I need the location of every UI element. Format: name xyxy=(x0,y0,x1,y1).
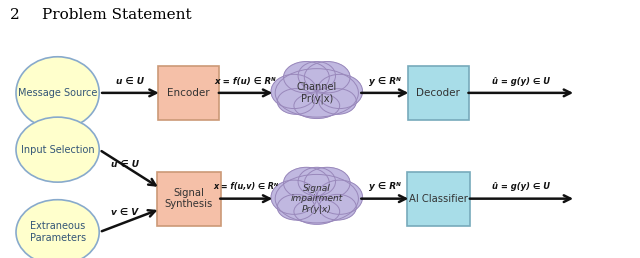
FancyBboxPatch shape xyxy=(408,66,468,120)
FancyBboxPatch shape xyxy=(159,66,219,120)
Text: û = g(y) ∈ U: û = g(y) ∈ U xyxy=(493,182,550,191)
Text: Decoder: Decoder xyxy=(417,88,460,98)
Ellipse shape xyxy=(298,61,335,90)
Text: 2: 2 xyxy=(10,8,19,22)
Text: Encoder: Encoder xyxy=(168,88,210,98)
Ellipse shape xyxy=(16,200,99,258)
Ellipse shape xyxy=(298,167,335,196)
Ellipse shape xyxy=(271,74,317,109)
Text: Extraneous
Parameters: Extraneous Parameters xyxy=(29,221,86,243)
Text: Signal
impairment
Pr(y|x): Signal impairment Pr(y|x) xyxy=(291,184,343,214)
Text: û = g(y) ∈ U: û = g(y) ∈ U xyxy=(492,77,550,86)
Text: u ∈ U: u ∈ U xyxy=(116,77,145,86)
FancyBboxPatch shape xyxy=(406,172,470,226)
Ellipse shape xyxy=(319,88,356,114)
Ellipse shape xyxy=(317,74,363,109)
Ellipse shape xyxy=(284,61,329,93)
Text: Channel
Pr(y|x): Channel Pr(y|x) xyxy=(297,82,337,104)
Text: y ∈ Rᴺ: y ∈ Rᴺ xyxy=(369,77,401,86)
Ellipse shape xyxy=(305,61,350,93)
Ellipse shape xyxy=(275,69,358,117)
Ellipse shape xyxy=(294,93,340,118)
Text: Message Source: Message Source xyxy=(18,88,97,98)
Ellipse shape xyxy=(319,194,356,220)
Ellipse shape xyxy=(16,117,99,182)
Text: x = f(u) ∈ Rᴺ: x = f(u) ∈ Rᴺ xyxy=(215,77,276,86)
Ellipse shape xyxy=(275,174,358,223)
Text: Problem Statement: Problem Statement xyxy=(42,8,191,22)
Text: v ∈ V: v ∈ V xyxy=(111,208,138,217)
Ellipse shape xyxy=(305,167,350,199)
Ellipse shape xyxy=(277,194,315,220)
Ellipse shape xyxy=(271,180,317,214)
Text: Signal
Synthesis: Signal Synthesis xyxy=(164,188,213,209)
Ellipse shape xyxy=(317,180,363,214)
FancyBboxPatch shape xyxy=(157,172,221,226)
Ellipse shape xyxy=(284,167,329,199)
Text: y ∈ Rᴺ: y ∈ Rᴺ xyxy=(369,182,401,191)
Text: u ∈ U: u ∈ U xyxy=(111,160,139,169)
Text: x = f(u,v) ∈ Rᴺ: x = f(u,v) ∈ Rᴺ xyxy=(214,182,279,191)
Text: Input Selection: Input Selection xyxy=(20,145,95,155)
Text: AI Classifier: AI Classifier xyxy=(409,194,468,204)
Ellipse shape xyxy=(16,57,99,129)
Ellipse shape xyxy=(294,199,340,224)
Ellipse shape xyxy=(277,88,315,114)
